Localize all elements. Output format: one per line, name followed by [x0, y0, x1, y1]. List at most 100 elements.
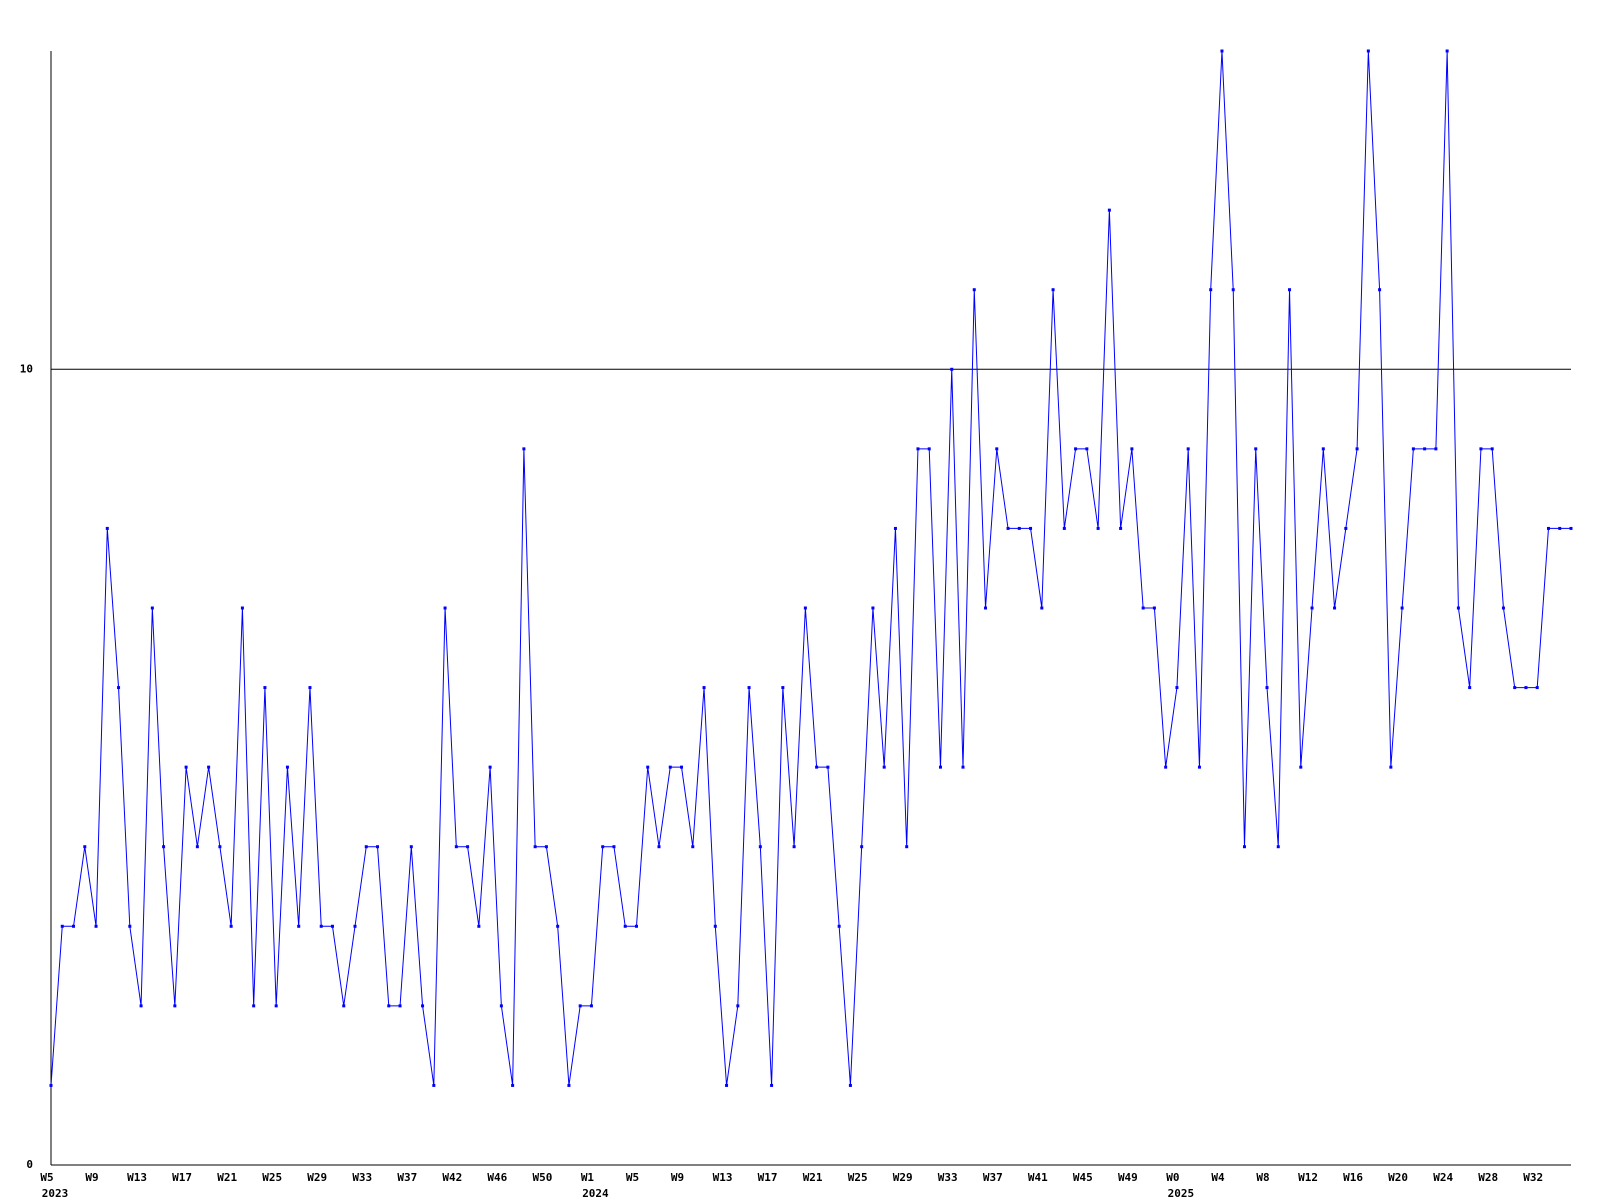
data-point — [319, 924, 323, 928]
x-tick-label: W41 — [1028, 1171, 1048, 1184]
data-point — [1220, 49, 1224, 53]
data-point — [1130, 447, 1134, 451]
data-point — [1040, 606, 1044, 610]
x-tick-label: W5 — [626, 1171, 639, 1184]
data-point — [803, 606, 807, 610]
data-point — [860, 845, 864, 849]
data-point — [522, 447, 526, 451]
data-point — [1242, 845, 1246, 849]
x-tick-label: W9 — [671, 1171, 684, 1184]
data-point — [533, 845, 537, 849]
data-point — [612, 845, 616, 849]
data-point — [218, 845, 222, 849]
data-point — [162, 845, 166, 849]
data-point — [950, 367, 954, 371]
data-point — [702, 686, 706, 690]
data-point — [364, 845, 368, 849]
data-point — [736, 1004, 740, 1008]
x-tick-label: W49 — [1118, 1171, 1138, 1184]
data-point — [1389, 765, 1393, 769]
data-point — [1141, 606, 1145, 610]
data-line — [50, 50, 1571, 1086]
data-point — [1456, 606, 1460, 610]
x-tick-label: W13 — [713, 1171, 733, 1184]
data-point — [229, 924, 233, 928]
x-tick-label: W12 — [1298, 1171, 1318, 1184]
x-tick-label: W25 — [262, 1171, 282, 1184]
data-point — [589, 1004, 593, 1008]
data-point — [1366, 49, 1370, 53]
data-point — [725, 1083, 729, 1087]
x-tick-label: W17 — [758, 1171, 778, 1184]
x-tick-label: W24 — [1433, 1171, 1453, 1184]
x-tick-label: W17 — [172, 1171, 192, 1184]
data-point — [376, 845, 380, 849]
data-point — [1468, 686, 1472, 690]
x-tick-label: W33 — [938, 1171, 958, 1184]
data-point — [1299, 765, 1303, 769]
data-point — [1209, 288, 1213, 292]
data-point — [1152, 606, 1156, 610]
data-point — [285, 765, 289, 769]
x-tick-label: W50 — [532, 1171, 552, 1184]
x-year-label: 2025 — [1168, 1187, 1195, 1200]
x-tick-label: W13 — [127, 1171, 147, 1184]
x-tick-label: W29 — [307, 1171, 327, 1184]
data-point — [961, 765, 965, 769]
data-point — [601, 845, 605, 849]
data-point — [668, 765, 672, 769]
x-year-label: 2024 — [582, 1187, 609, 1200]
data-point — [1310, 606, 1314, 610]
data-point — [826, 765, 830, 769]
x-tick-label: W42 — [442, 1171, 462, 1184]
data-point — [150, 606, 154, 610]
x-tick-label: W29 — [893, 1171, 913, 1184]
data-point — [1344, 526, 1348, 530]
data-point — [1558, 526, 1562, 530]
data-point — [1119, 526, 1123, 530]
x-year-label: 2023 — [42, 1187, 69, 1200]
x-tick-label: W45 — [1073, 1171, 1093, 1184]
data-point — [1321, 447, 1325, 451]
data-point — [1423, 447, 1427, 451]
x-tick-label: W37 — [397, 1171, 417, 1184]
data-point — [184, 765, 188, 769]
x-tick-label: W25 — [848, 1171, 868, 1184]
data-point — [1535, 686, 1539, 690]
data-point — [1333, 606, 1337, 610]
data-point — [1254, 447, 1258, 451]
data-point — [1175, 686, 1179, 690]
x-tick-label: W8 — [1256, 1171, 1269, 1184]
x-tick-label: W32 — [1523, 1171, 1543, 1184]
data-point — [466, 845, 470, 849]
data-point — [1186, 447, 1190, 451]
data-point — [792, 845, 796, 849]
x-tick-label: W0 — [1166, 1171, 1179, 1184]
data-point — [1231, 288, 1235, 292]
x-tick-label: W33 — [352, 1171, 372, 1184]
data-point — [657, 845, 661, 849]
data-point — [893, 526, 897, 530]
data-point — [398, 1004, 402, 1008]
data-point — [1164, 765, 1168, 769]
data-point — [1524, 686, 1528, 690]
data-point — [1546, 526, 1550, 530]
data-point — [1434, 447, 1438, 451]
data-point — [488, 765, 492, 769]
data-point — [1197, 765, 1201, 769]
data-point — [1400, 606, 1404, 610]
data-point — [882, 765, 886, 769]
data-point — [938, 765, 942, 769]
data-point — [623, 924, 627, 928]
data-point — [1029, 526, 1033, 530]
data-point — [1107, 208, 1111, 212]
data-point — [1355, 447, 1359, 451]
data-point — [905, 845, 909, 849]
data-point — [578, 1004, 582, 1008]
data-point — [1569, 526, 1573, 530]
x-tick-label: W1 — [581, 1171, 595, 1184]
x-tick-label: W5 — [40, 1171, 53, 1184]
data-point — [916, 447, 920, 451]
x-tick-label: W4 — [1211, 1171, 1225, 1184]
data-point — [240, 606, 244, 610]
